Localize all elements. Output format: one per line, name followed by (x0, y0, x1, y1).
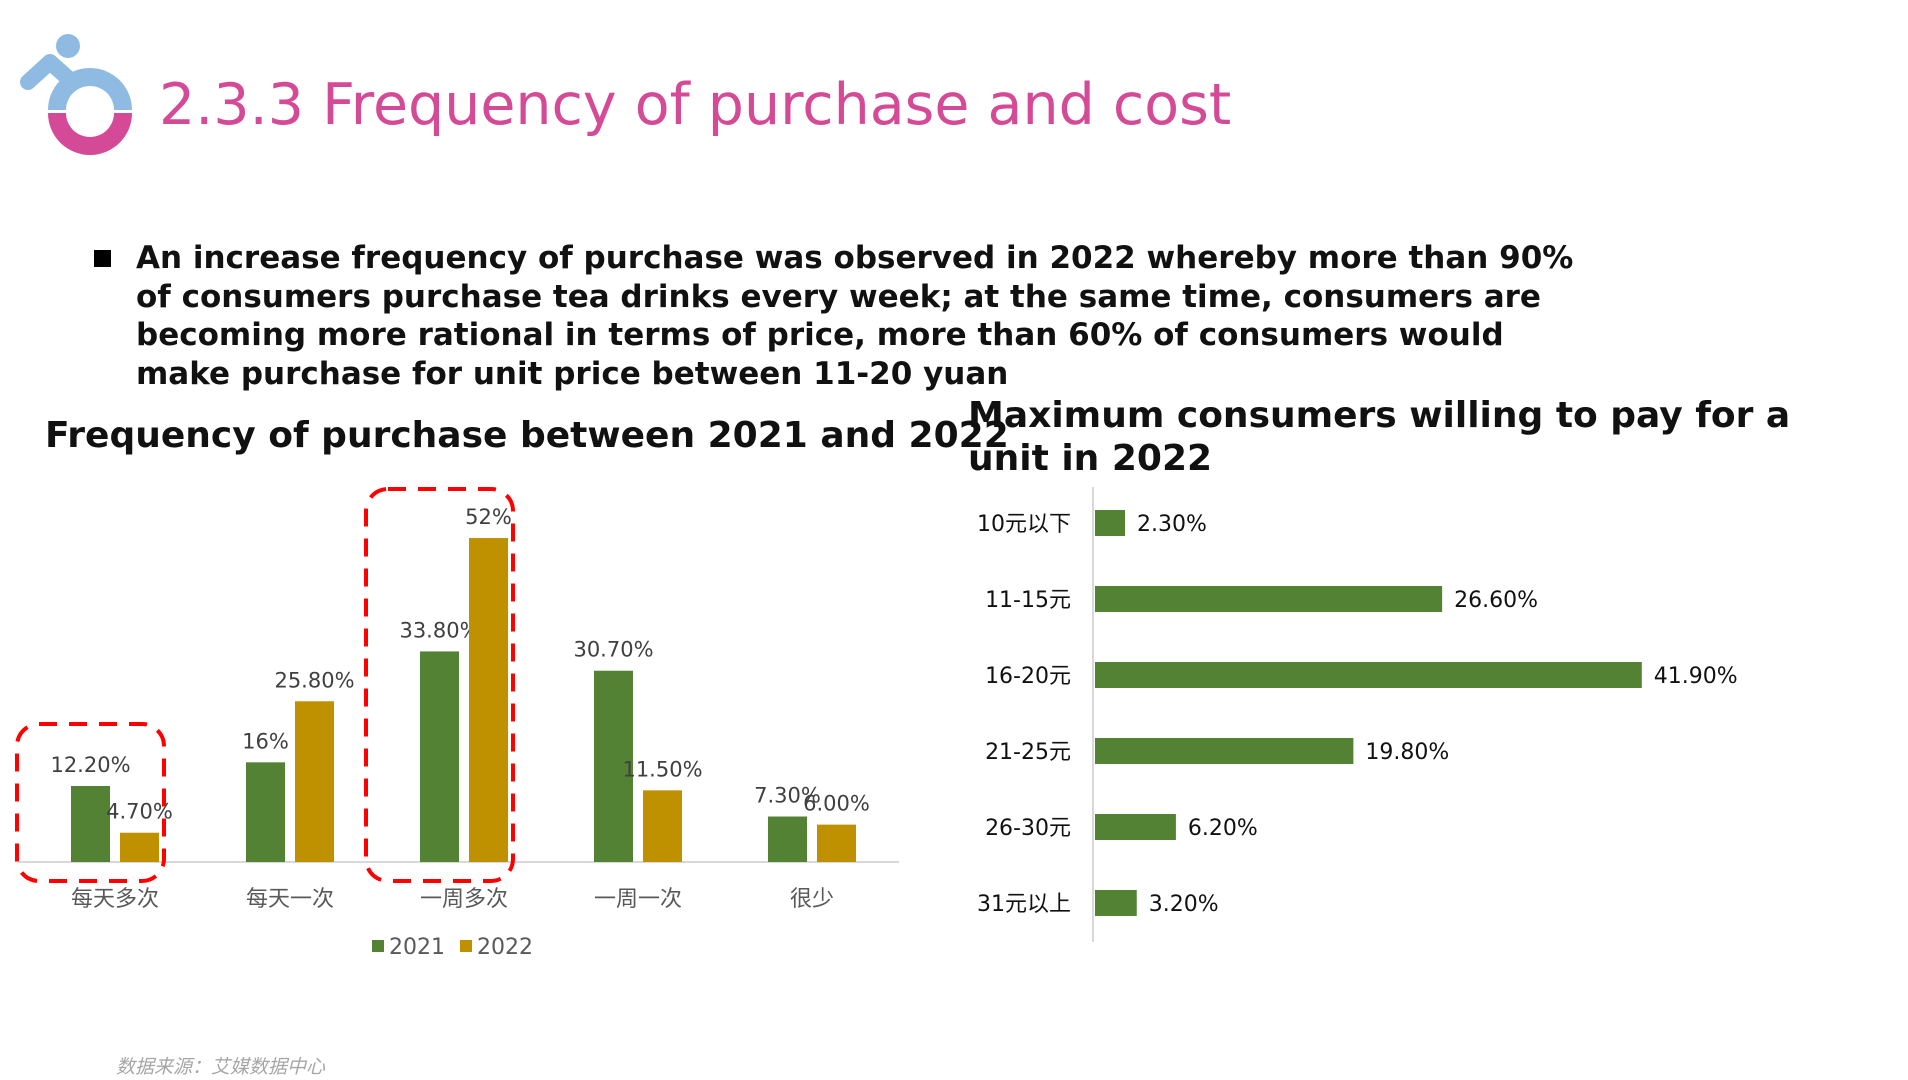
data-label: 11.50% (622, 757, 702, 781)
data-label: 6.20% (1188, 816, 1258, 841)
category-label: 21-25元 (985, 740, 1071, 765)
data-label: 25.80% (274, 668, 354, 692)
bar (1095, 662, 1642, 688)
data-label: 3.20% (1149, 892, 1219, 917)
category-label: 一周一次 (594, 887, 682, 912)
legend-swatch-2021 (372, 940, 384, 952)
legend-label: 2021 (389, 935, 445, 960)
bar-2021 (768, 816, 807, 862)
highlight-box (364, 487, 515, 883)
bar-2022 (120, 832, 159, 862)
data-label: 30.70% (573, 638, 653, 662)
data-label: 19.80% (1365, 740, 1449, 765)
data-label: 2.30% (1137, 512, 1207, 537)
price-chart: 2.30% 10元以下 26.60% 11-15元 41.90% 16-20元 19.80%… (977, 487, 1738, 942)
bar (1095, 890, 1137, 916)
right-chart-title: Maximum consumers willing to pay for a u… (968, 395, 1791, 479)
bullet-marker (94, 250, 111, 267)
category-label: 很少 (790, 887, 834, 912)
data-label: 26.60% (1454, 588, 1538, 613)
category-label: 10元以下 (977, 512, 1071, 537)
category-label: 26-30元 (985, 816, 1071, 841)
data-label: 7.30% (754, 784, 821, 808)
data-label: 6.00% (803, 792, 870, 816)
legend-label: 2022 (477, 935, 533, 960)
summary-text: An increase frequency of purchase was ob… (136, 240, 1574, 392)
category-label: 16-20元 (985, 664, 1071, 689)
bar-2022 (295, 701, 334, 862)
bar-2021 (594, 670, 633, 862)
page-title: 2.3.3 Frequency of purchase and cost (159, 72, 1232, 138)
legend-swatch-2022 (460, 940, 472, 952)
data-source: 数据来源：艾媒数据中心 (116, 1056, 326, 1078)
bar-2021 (246, 762, 285, 862)
logo (20, 34, 132, 155)
bar-2022 (469, 538, 508, 862)
frequency-chart: 12.20% 4.70% 每天多次 16% 25.80% 每天一次 33.80% 52% 一周多… (15, 487, 899, 960)
bar-2022 (643, 790, 682, 862)
category-label: 每天多次 (71, 887, 159, 912)
highlight-box (15, 722, 166, 883)
bar (1095, 510, 1126, 536)
category-label: 每天一次 (246, 887, 334, 912)
data-label: 33.80% (399, 618, 479, 642)
data-label: 16% (242, 729, 289, 753)
data-label: 41.90% (1654, 664, 1738, 689)
data-label: 4.70% (106, 800, 173, 824)
bar-2021 (71, 785, 110, 862)
category-label: 一周多次 (420, 887, 508, 912)
category-label: 31元以上 (977, 892, 1071, 917)
bar-2021 (420, 651, 459, 862)
data-label: 12.20% (50, 753, 130, 777)
bar (1095, 586, 1443, 612)
category-label: 11-15元 (985, 588, 1071, 613)
bar (1095, 738, 1354, 764)
bar (1095, 814, 1176, 840)
data-label: 52% (465, 505, 512, 529)
left-chart-title: Frequency of purchase between 2021 and 2… (45, 415, 1009, 456)
bar-2022 (817, 824, 856, 862)
